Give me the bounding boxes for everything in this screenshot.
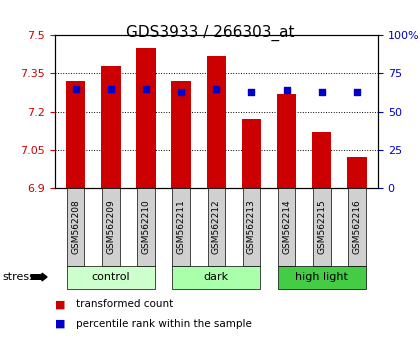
Point xyxy=(108,86,114,92)
Text: control: control xyxy=(92,272,130,282)
Text: GSM562212: GSM562212 xyxy=(212,199,221,254)
Text: GSM562210: GSM562210 xyxy=(142,199,150,254)
Text: transformed count: transformed count xyxy=(76,299,173,309)
Text: high light: high light xyxy=(295,272,348,282)
Point xyxy=(248,89,255,95)
Text: GSM562214: GSM562214 xyxy=(282,199,291,254)
Point xyxy=(72,86,79,92)
Bar xyxy=(66,81,85,188)
Text: GSM562216: GSM562216 xyxy=(352,199,361,254)
Bar xyxy=(171,81,191,188)
Text: GDS3933 / 266303_at: GDS3933 / 266303_at xyxy=(126,25,294,41)
Text: ■: ■ xyxy=(55,299,65,309)
Text: dark: dark xyxy=(204,272,229,282)
Text: GSM562208: GSM562208 xyxy=(71,199,80,254)
Point xyxy=(354,89,360,95)
Text: GSM562213: GSM562213 xyxy=(247,199,256,254)
Bar xyxy=(136,48,156,188)
Point xyxy=(283,87,290,93)
Bar xyxy=(277,94,296,188)
Bar xyxy=(207,56,226,188)
Text: stress: stress xyxy=(2,272,35,282)
Text: GSM562209: GSM562209 xyxy=(106,199,116,254)
Text: GSM562211: GSM562211 xyxy=(177,199,186,254)
Bar xyxy=(101,66,121,188)
Point xyxy=(143,86,150,92)
Text: ■: ■ xyxy=(55,319,65,329)
Text: GSM562215: GSM562215 xyxy=(317,199,326,254)
Bar xyxy=(312,132,331,188)
Bar xyxy=(242,119,261,188)
Point xyxy=(213,86,220,92)
Point xyxy=(318,89,325,95)
Text: percentile rank within the sample: percentile rank within the sample xyxy=(76,319,252,329)
Point xyxy=(178,89,184,95)
Bar xyxy=(347,157,367,188)
